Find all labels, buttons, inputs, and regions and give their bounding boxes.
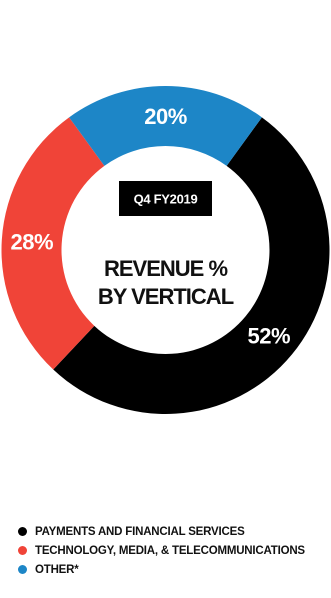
legend-dot-icon [18,565,27,574]
donut-slices [1,86,330,415]
legend-item-payments: PAYMENTS AND FINANCIAL SERVICES [18,522,331,541]
center-title-line-2: BY VERTICAL [98,284,234,309]
slice-technology [1,117,105,370]
legend-dot-icon [18,546,27,555]
legend-item-other: OTHER* [18,560,331,579]
slice-other [69,86,262,166]
legend-item-technology: TECHNOLOGY, MEDIA, & TELECOMMUNICATIONS [18,541,331,560]
legend-label: OTHER* [35,563,79,576]
legend-label: TECHNOLOGY, MEDIA, & TELECOMMUNICATIONS [35,544,305,557]
donut-chart: 52% 28% 20% Q4 FY2019 REVENUE % BY VERTICA… [1,86,330,415]
legend: PAYMENTS AND FINANCIAL SERVICES TECHNOLO… [18,522,331,579]
donut-center: Q4 FY2019 REVENUE % BY VERTICAL [98,181,235,309]
center-title-line-1: REVENUE % [104,256,227,281]
slice-label-payments: 52% [247,323,290,348]
period-badge [119,181,212,216]
slice-label-other: 20% [144,104,187,129]
legend-dot-icon [18,527,27,536]
slice-payments [53,117,330,415]
legend-label: PAYMENTS AND FINANCIAL SERVICES [35,525,245,538]
slice-label-technology: 28% [10,230,53,255]
period-badge-text: Q4 FY2019 [134,192,198,207]
slice-labels: 52% 28% 20% [10,104,290,348]
